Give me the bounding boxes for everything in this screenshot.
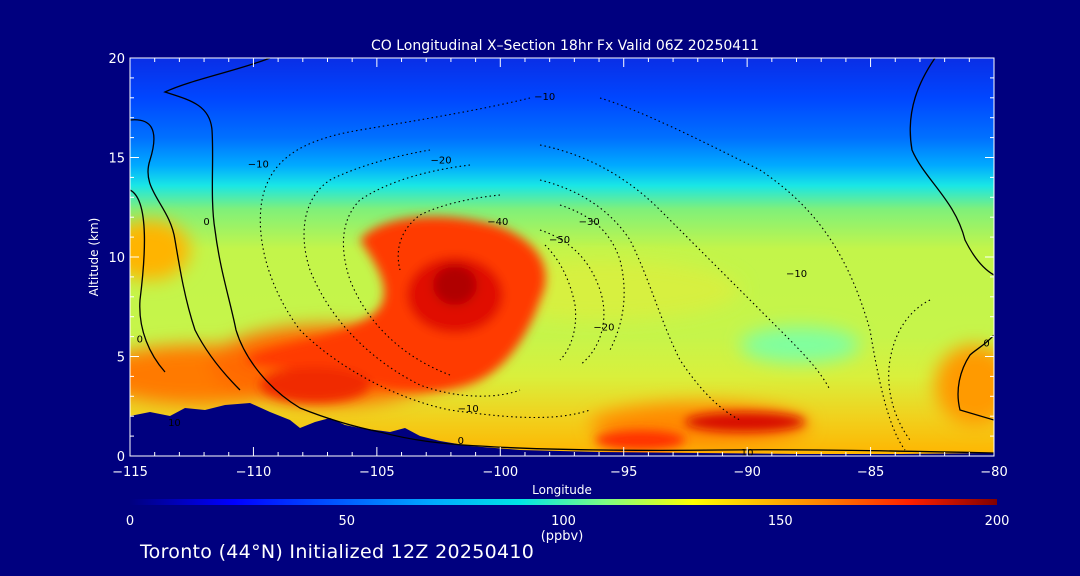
x-tick-label: −90 — [733, 465, 760, 480]
contour-label: −10 — [534, 92, 555, 103]
y-axis-label: Altitude (km) — [87, 218, 101, 297]
contour-label: 0 — [203, 217, 209, 228]
contour-label: −10 — [248, 159, 269, 170]
x-tick-label: −115 — [112, 465, 148, 480]
contour-label: 0 — [983, 339, 989, 350]
colorbar-tick-label: 100 — [551, 514, 576, 529]
x-tick-label: −85 — [857, 465, 884, 480]
y-tick-label: 0 — [117, 450, 125, 465]
x-tick-label: −105 — [359, 465, 395, 480]
y-tick-label: 10 — [108, 251, 125, 266]
colorbar-tick-label: 0 — [126, 514, 134, 529]
chart-title: CO Longitudinal X–Section 18hr Fx Valid … — [371, 38, 759, 54]
contour-label: −30 — [579, 217, 600, 228]
colorbar — [130, 499, 997, 505]
colorbar-tick-label: 150 — [768, 514, 793, 529]
x-tick-label: −95 — [610, 465, 637, 480]
contour-label: −20 — [593, 323, 614, 334]
caption: Toronto (44°N) Initialized 12Z 20250410 — [140, 541, 535, 563]
y-tick-label: 15 — [108, 152, 125, 167]
y-tick-label: 5 — [117, 351, 125, 366]
contour-label: −10 — [786, 269, 807, 280]
contour-label: −20 — [430, 155, 451, 166]
colorbar-tick-label: 200 — [985, 514, 1010, 529]
contour-label: −10 — [458, 404, 479, 415]
colorbar-unit: (ppbv) — [541, 529, 584, 544]
contour-lines — [130, 58, 994, 454]
x-axis: −115 −110 −105 −100 −95 −90 −85 −80 — [112, 58, 1008, 480]
colorbar-tick-label: 50 — [338, 514, 355, 529]
colorbar-ticks: 0 50 100 150 200 — [126, 514, 1010, 529]
contour-label: 0 — [458, 436, 464, 447]
contour-label: −50 — [549, 235, 570, 246]
contour-label: 0 — [137, 335, 143, 346]
contour-label: −40 — [487, 217, 508, 228]
co-concentration-field — [130, 58, 994, 456]
terrain — [130, 403, 994, 456]
x-tick-label: −80 — [980, 465, 1007, 480]
contour-label: 10 — [168, 418, 181, 429]
y-tick-label: 20 — [108, 52, 125, 67]
x-tick-label: −110 — [236, 465, 272, 480]
x-tick-label: −100 — [482, 465, 518, 480]
x-axis-label: Longitude — [532, 483, 592, 497]
y-axis: 0 5 10 15 20 — [108, 52, 994, 465]
